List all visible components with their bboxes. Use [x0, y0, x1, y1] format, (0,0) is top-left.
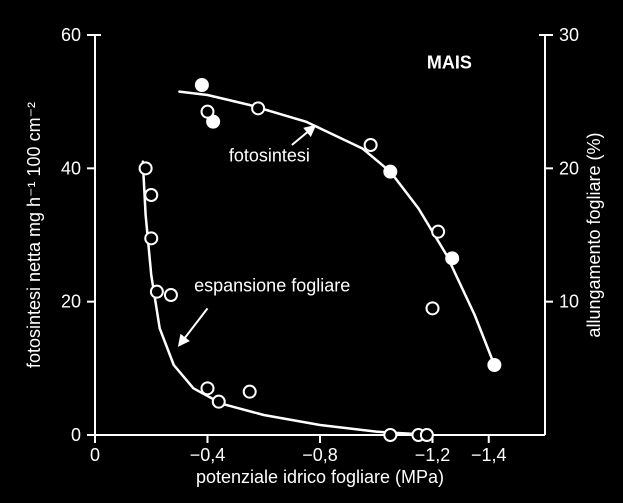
fotosintesi-point-open — [427, 302, 439, 314]
espansione-label: espansione fogliare — [194, 276, 350, 296]
espansione-point-open — [145, 232, 157, 244]
y-right-tick-label: 30 — [559, 25, 579, 45]
espansione-point-open — [165, 289, 177, 301]
fotosintesi-label: fotosintesi — [229, 146, 310, 166]
fotosintesi-point-open — [202, 106, 214, 118]
x-tick-label: 0 — [90, 445, 100, 465]
espansione-point-open — [151, 286, 163, 298]
fotosintesi-point-filled — [384, 166, 396, 178]
chart-title: MAIS — [427, 52, 472, 72]
fotosintesi-point-filled — [488, 359, 500, 371]
espansione-point-open — [421, 429, 433, 441]
espansione-point-open — [202, 382, 214, 394]
chart-canvas: 0 −0,4 −0,8 −1,2 −1,4 potenziale idrico fogli… — [0, 0, 623, 503]
x-tick-label: −0,8 — [302, 445, 338, 465]
y-right-tick-label: 10 — [559, 292, 579, 312]
espansione-point-open — [244, 386, 256, 398]
y-left-tick-label: 0 — [71, 425, 81, 445]
espansione-point-open — [384, 429, 396, 441]
y-left-tick-label: 20 — [61, 292, 81, 312]
fotosintesi-point-filled — [196, 79, 208, 91]
espansione-point-open — [140, 162, 152, 174]
fotosintesi-point-open — [432, 226, 444, 238]
y-left-tick-label: 60 — [61, 25, 81, 45]
fotosintesi-point-open — [252, 102, 264, 114]
x-tick-label: −0,4 — [190, 445, 226, 465]
espansione-point-open — [145, 189, 157, 201]
fotosintesi-point-filled — [446, 252, 458, 264]
espansione-point-open — [213, 396, 225, 408]
y-right-axis-label: allungamento fogliare (%) — [584, 132, 604, 337]
fotosintesi-point-open — [365, 139, 377, 151]
x-tick-label: −1,2 — [415, 445, 451, 465]
x-tick-label: −1,4 — [471, 445, 507, 465]
x-axis-label: potenziale idrico fogliare (MPa) — [196, 467, 444, 487]
y-left-axis-label: fotosintesi netta mg h⁻¹ 100 cm⁻² — [24, 102, 44, 368]
y-right-tick-label: 20 — [559, 158, 579, 178]
y-left-tick-label: 40 — [61, 158, 81, 178]
